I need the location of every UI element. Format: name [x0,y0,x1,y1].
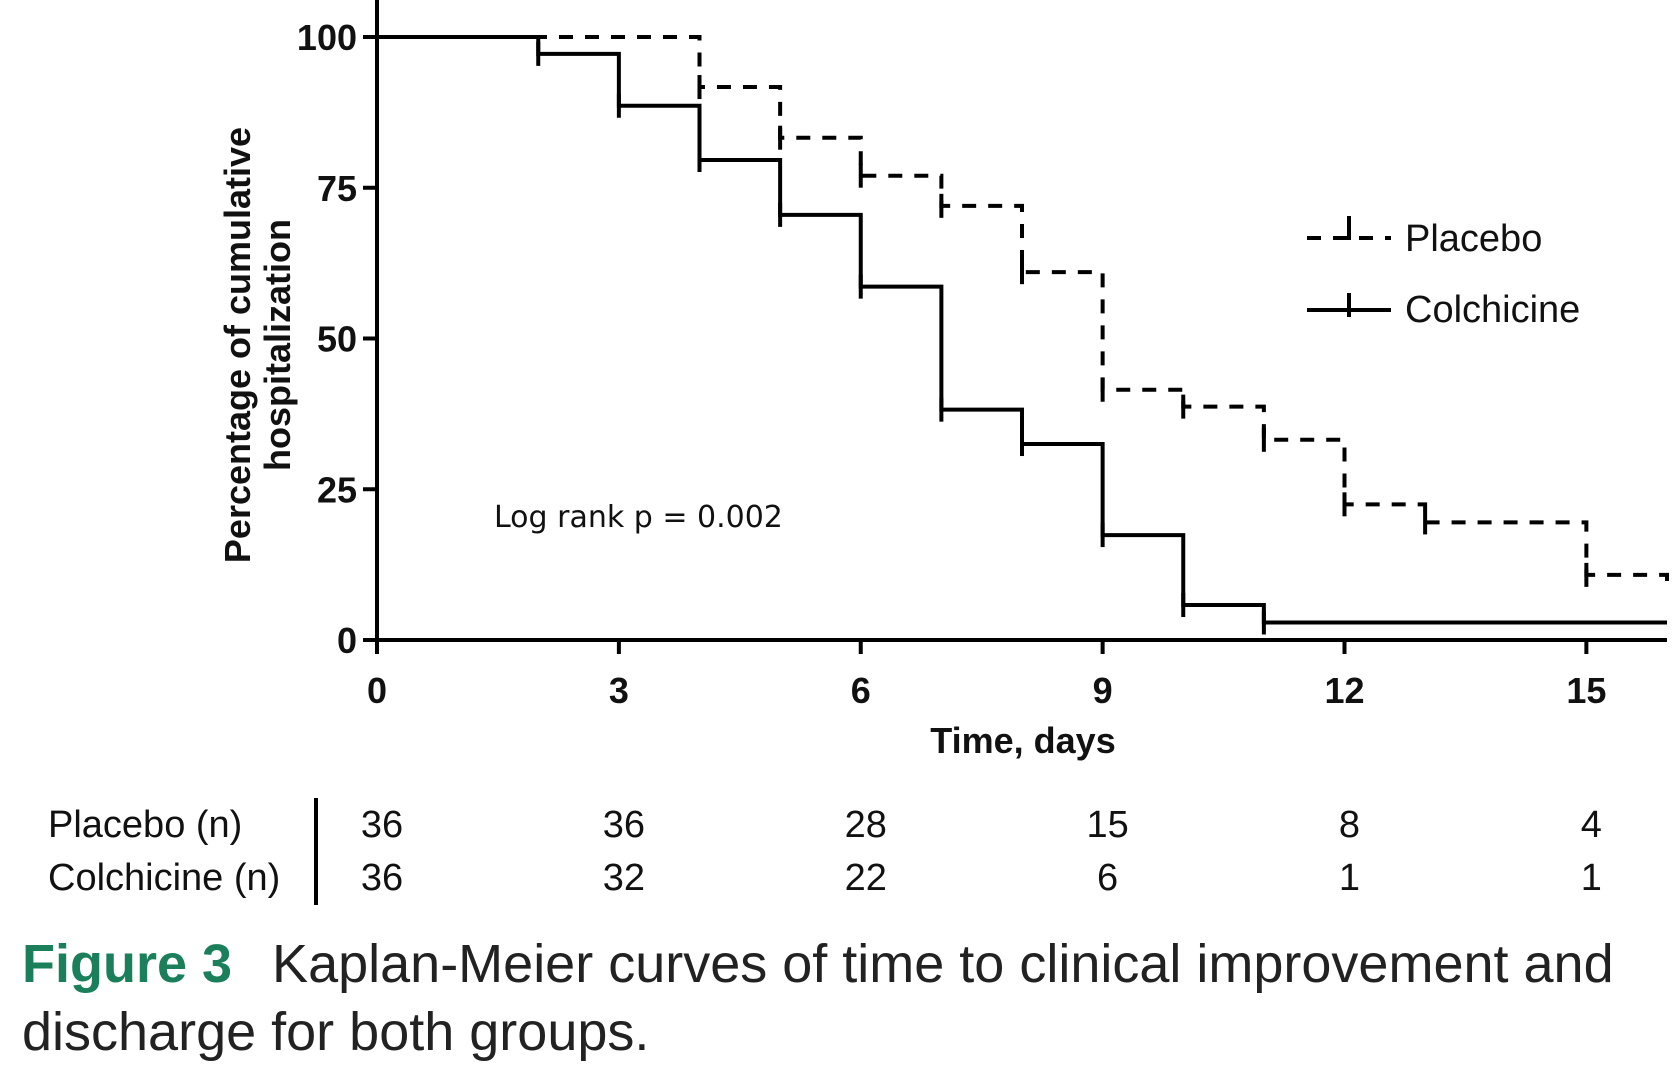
risk-value: 22 [845,857,887,899]
risk-value: 1 [1339,857,1360,899]
risk-value: 36 [361,857,403,899]
risk-value: 8 [1339,804,1360,846]
y-tick-label: 50 [317,319,357,360]
y-axis-label-line-2: hospitalization [257,219,298,471]
x-tick-label: 6 [851,670,871,711]
x-axis-label: Time, days [930,720,1115,761]
legend-item-placebo: Placebo [1307,216,1542,260]
risk-row-label-colchicine: Colchicine (n) [48,857,280,899]
figure-label: Figure 3 [22,934,233,994]
x-tick-label: 12 [1324,670,1364,711]
risk-value: 4 [1581,804,1602,846]
risk-row-label-placebo: Placebo (n) [48,804,242,846]
risk-value: 36 [603,804,645,846]
legend-label-colchicine: Colchicine [1405,289,1580,331]
legend-item-colchicine: Colchicine [1307,289,1580,331]
legend-label-placebo: Placebo [1405,218,1542,260]
y-axis-label: Percentage of cumulative hospitalization [217,127,298,563]
chart-series [377,35,1669,635]
y-tick-label: 100 [297,17,357,58]
y-axis-label-line-1: Percentage of cumulative [217,127,258,563]
risk-table-values: 36 36 28 15 8 4 36 32 22 6 1 1 [361,804,1602,899]
log-rank-annotation: Log rank p = 0.002 [494,500,783,535]
y-tick-label: 0 [337,620,357,661]
risk-value: 1 [1581,857,1602,899]
x-tick-label: 15 [1566,670,1606,711]
risk-table: Placebo (n) Colchicine (n) 36 36 28 15 8 436 3… [48,798,1602,905]
chart-axes [375,0,1667,642]
chart-ticks: 0 25 50 75 100 0 3 6 9 12 15 [297,17,1606,711]
x-tick-label: 0 [367,670,387,711]
risk-value: 15 [1086,804,1128,846]
legend: Placebo Colchicine [1307,216,1580,331]
risk-value: 32 [603,857,645,899]
risk-value: 28 [845,804,887,846]
y-tick-label: 25 [317,469,357,510]
x-tick-label: 9 [1093,670,1113,711]
figure-caption: Figure 3 Kaplan-Meier curves of time to c… [22,930,1642,1066]
series-line-colchicine [377,35,1667,625]
figure-caption-text: Kaplan-Meier curves of time to clinical … [22,934,1614,1062]
x-tick-label: 3 [609,670,629,711]
risk-value: 36 [361,804,403,846]
y-tick-label: 75 [317,168,357,209]
risk-value: 6 [1097,857,1118,899]
